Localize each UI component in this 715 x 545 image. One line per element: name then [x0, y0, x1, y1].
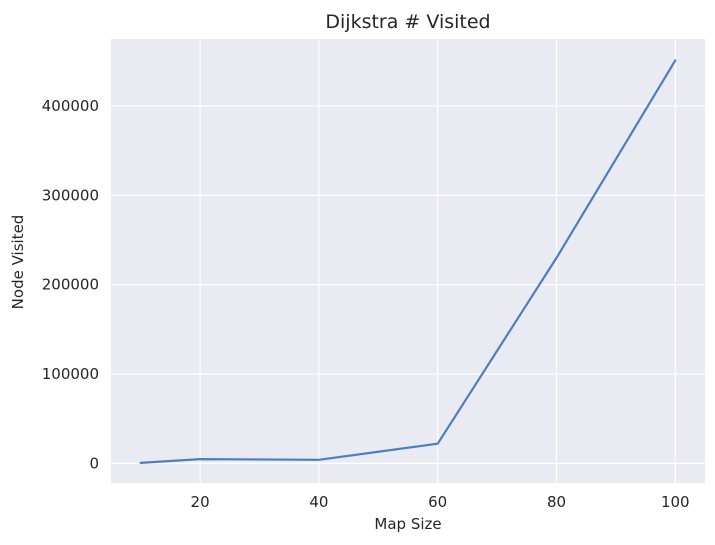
x-tick-label: 100 — [661, 493, 690, 511]
y-gridlines — [111, 105, 705, 464]
x-tick-label: 20 — [191, 493, 210, 511]
x-tick-label: 60 — [428, 493, 447, 511]
y-tick-label: 200000 — [42, 276, 99, 294]
x-gridlines — [199, 39, 676, 483]
y-tick-labels: 0 100000 200000 300000 400000 — [42, 97, 99, 472]
x-tick-label: 40 — [309, 493, 328, 511]
y-tick-label: 0 — [89, 454, 99, 472]
series-line — [139, 59, 677, 464]
y-axis-label: Node Visited — [9, 215, 27, 310]
y-tick-label: 300000 — [42, 186, 99, 204]
y-tick-label: 400000 — [42, 97, 99, 115]
x-tick-label: 80 — [547, 493, 566, 511]
series-group — [139, 59, 677, 464]
x-axis-label: Map Size — [374, 515, 441, 533]
x-tick-labels: 20 40 60 80 100 — [191, 493, 690, 511]
plot-area — [111, 39, 705, 483]
y-tick-label: 100000 — [42, 365, 99, 383]
chart-title: Dijkstra # Visited — [325, 11, 490, 33]
